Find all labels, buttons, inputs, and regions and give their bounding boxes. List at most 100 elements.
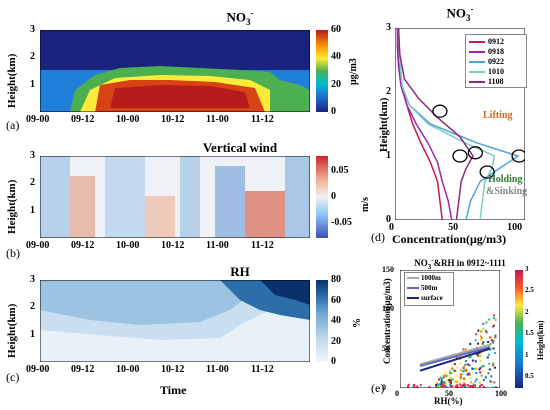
scatter-point: [461, 373, 464, 376]
annotation-circle: [511, 149, 525, 163]
scatter-point: [462, 377, 465, 380]
scatter-point: [435, 386, 438, 388]
annotation-circle: [467, 146, 484, 160]
panel-b-ylabel: Height(km): [6, 179, 18, 234]
annotation-sinking: &Sinking: [486, 186, 528, 197]
legend-swatch: [407, 277, 419, 280]
scatter-point: [445, 386, 448, 388]
colorbar-tick-c: 20: [331, 335, 341, 347]
panel-d-ylabel: Height(km): [378, 97, 390, 152]
ytick-e: 50: [382, 343, 390, 353]
scatter-point: [485, 321, 488, 324]
scatter-point: [462, 348, 465, 351]
scatter-point-surface: [444, 385, 447, 388]
scatter-point-surface: [470, 385, 473, 388]
colorbar-tick-a: 0: [331, 106, 336, 117]
scatter-point: [466, 373, 469, 376]
legend-swatch: [407, 287, 419, 290]
scatter-point: [479, 371, 482, 374]
legend-item-surface: surface: [407, 294, 443, 302]
scatter-point: [482, 341, 485, 344]
legend-label: 1000m: [421, 274, 441, 282]
scatter-point-surface: [461, 384, 464, 387]
series-line-0918: [396, 28, 453, 220]
series-line-1108: [397, 28, 474, 220]
scatter-point: [480, 365, 483, 368]
annotation-circle: [452, 149, 468, 163]
scatter-point: [462, 370, 465, 373]
scatter-point: [445, 372, 448, 375]
scatter-point: [440, 377, 443, 380]
annotation-lifting: Lifting: [483, 110, 513, 121]
scatter-point-surface: [450, 385, 453, 388]
scatter-point: [482, 379, 485, 382]
scatter-point-surface: [442, 383, 445, 386]
xtick-c: 09-00: [26, 364, 50, 375]
xtick-a: 09-00: [26, 114, 50, 125]
ytick-d: 0: [386, 214, 391, 225]
colorbar-tick-e: 2: [525, 307, 529, 316]
colorbar-tick-c: 80: [331, 274, 341, 285]
scatter-point-surface: [468, 386, 471, 388]
panel-e-xlabel: RH(%): [434, 396, 463, 406]
scatter-point-surface: [406, 385, 409, 388]
scatter-point: [479, 359, 482, 362]
scatter-point: [446, 379, 449, 382]
scatter-point-surface: [466, 384, 469, 387]
scatter-point: [469, 377, 472, 380]
colorbar-tick-c: 0: [331, 356, 336, 367]
scatter-point: [482, 365, 485, 368]
scatter-point: [470, 381, 473, 384]
scatter-point: [487, 372, 490, 375]
panel-a-heatmap: [40, 30, 310, 112]
colorbar-tick-e: 2.5: [525, 286, 534, 295]
scatter-point-surface: [412, 385, 415, 388]
scatter-point: [436, 383, 439, 386]
scatter-point: [470, 370, 473, 373]
scatter-point: [462, 381, 465, 384]
scatter-point-surface: [481, 384, 484, 387]
series-line-0912: [396, 28, 444, 220]
ytick-a: 3: [30, 24, 35, 35]
panel-b-heatmap: [40, 156, 310, 238]
scatter-point: [455, 356, 458, 359]
xtick-a: 09-12: [71, 114, 95, 125]
scatter-point: [487, 340, 490, 343]
panel-b-letter: (b): [6, 246, 20, 260]
scatter-point: [474, 380, 477, 383]
xtick-b: 10-00: [116, 240, 140, 251]
scatter-point: [478, 352, 481, 355]
scatter-point: [488, 318, 491, 321]
panel-e-plot: [400, 270, 500, 388]
panel-e-title: NO3-&RH in 0912~1111: [414, 256, 506, 271]
scatter-point: [459, 373, 462, 376]
scatter-point: [479, 367, 482, 370]
scatter-point: [456, 374, 459, 377]
scatter-point: [438, 385, 441, 388]
scatter-point: [440, 381, 443, 384]
scatter-point-surface: [451, 385, 454, 388]
panel-a-ylabel: Height(km): [6, 53, 18, 108]
legend-item-0912: 0912: [469, 37, 504, 46]
xtick-c: 10-00: [116, 364, 140, 375]
scatter-point: [442, 376, 445, 379]
scatter-point-surface: [460, 386, 463, 388]
xtick-d: 100: [507, 222, 523, 233]
ytick-a: 1: [30, 78, 35, 90]
scatter-point: [449, 370, 452, 373]
ytick-d: 2: [386, 86, 391, 97]
scatter-point: [471, 367, 474, 370]
colorbar-tick-e: 0.5: [525, 372, 534, 381]
scatter-point: [435, 384, 438, 387]
scatter-point: [453, 380, 456, 383]
scatter-point: [475, 367, 478, 370]
panel-c-letter: (c): [6, 370, 20, 384]
xtick-a: 10-00: [116, 114, 140, 125]
legend-label: 500m: [421, 284, 438, 292]
scatter-point: [475, 378, 478, 381]
xtick-b: 11-12: [251, 240, 274, 251]
xtick-b: 09-12: [71, 240, 95, 251]
scatter-point: [465, 360, 468, 363]
annotation-circle: [479, 165, 495, 179]
scatter-point: [450, 372, 453, 375]
